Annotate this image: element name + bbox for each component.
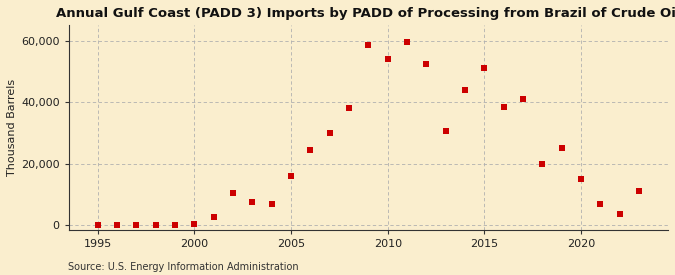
Point <box>227 191 238 195</box>
Point <box>537 161 548 166</box>
Point <box>131 222 142 227</box>
Point <box>247 200 258 204</box>
Y-axis label: Thousand Barrels: Thousand Barrels <box>7 79 17 176</box>
Point <box>363 43 374 48</box>
Point <box>111 222 122 227</box>
Point <box>305 148 316 152</box>
Point <box>402 40 412 44</box>
Point <box>634 189 645 194</box>
Point <box>151 222 161 227</box>
Point <box>479 66 490 70</box>
Point <box>498 104 509 109</box>
Point <box>382 57 393 61</box>
Point <box>576 177 587 181</box>
Point <box>209 214 219 219</box>
Point <box>267 202 277 206</box>
Text: Source: U.S. Energy Information Administration: Source: U.S. Energy Information Administ… <box>68 262 298 272</box>
Point <box>169 222 180 227</box>
Point <box>286 174 296 178</box>
Point <box>518 97 529 101</box>
Point <box>344 106 354 111</box>
Point <box>460 88 470 92</box>
Point <box>556 146 567 150</box>
Point <box>421 62 432 66</box>
Point <box>614 212 625 217</box>
Point <box>189 221 200 226</box>
Point <box>440 129 451 134</box>
Title: Annual Gulf Coast (PADD 3) Imports by PADD of Processing from Brazil of Crude Oi: Annual Gulf Coast (PADD 3) Imports by PA… <box>56 7 675 20</box>
Point <box>92 222 103 227</box>
Point <box>595 202 605 206</box>
Point <box>325 131 335 135</box>
